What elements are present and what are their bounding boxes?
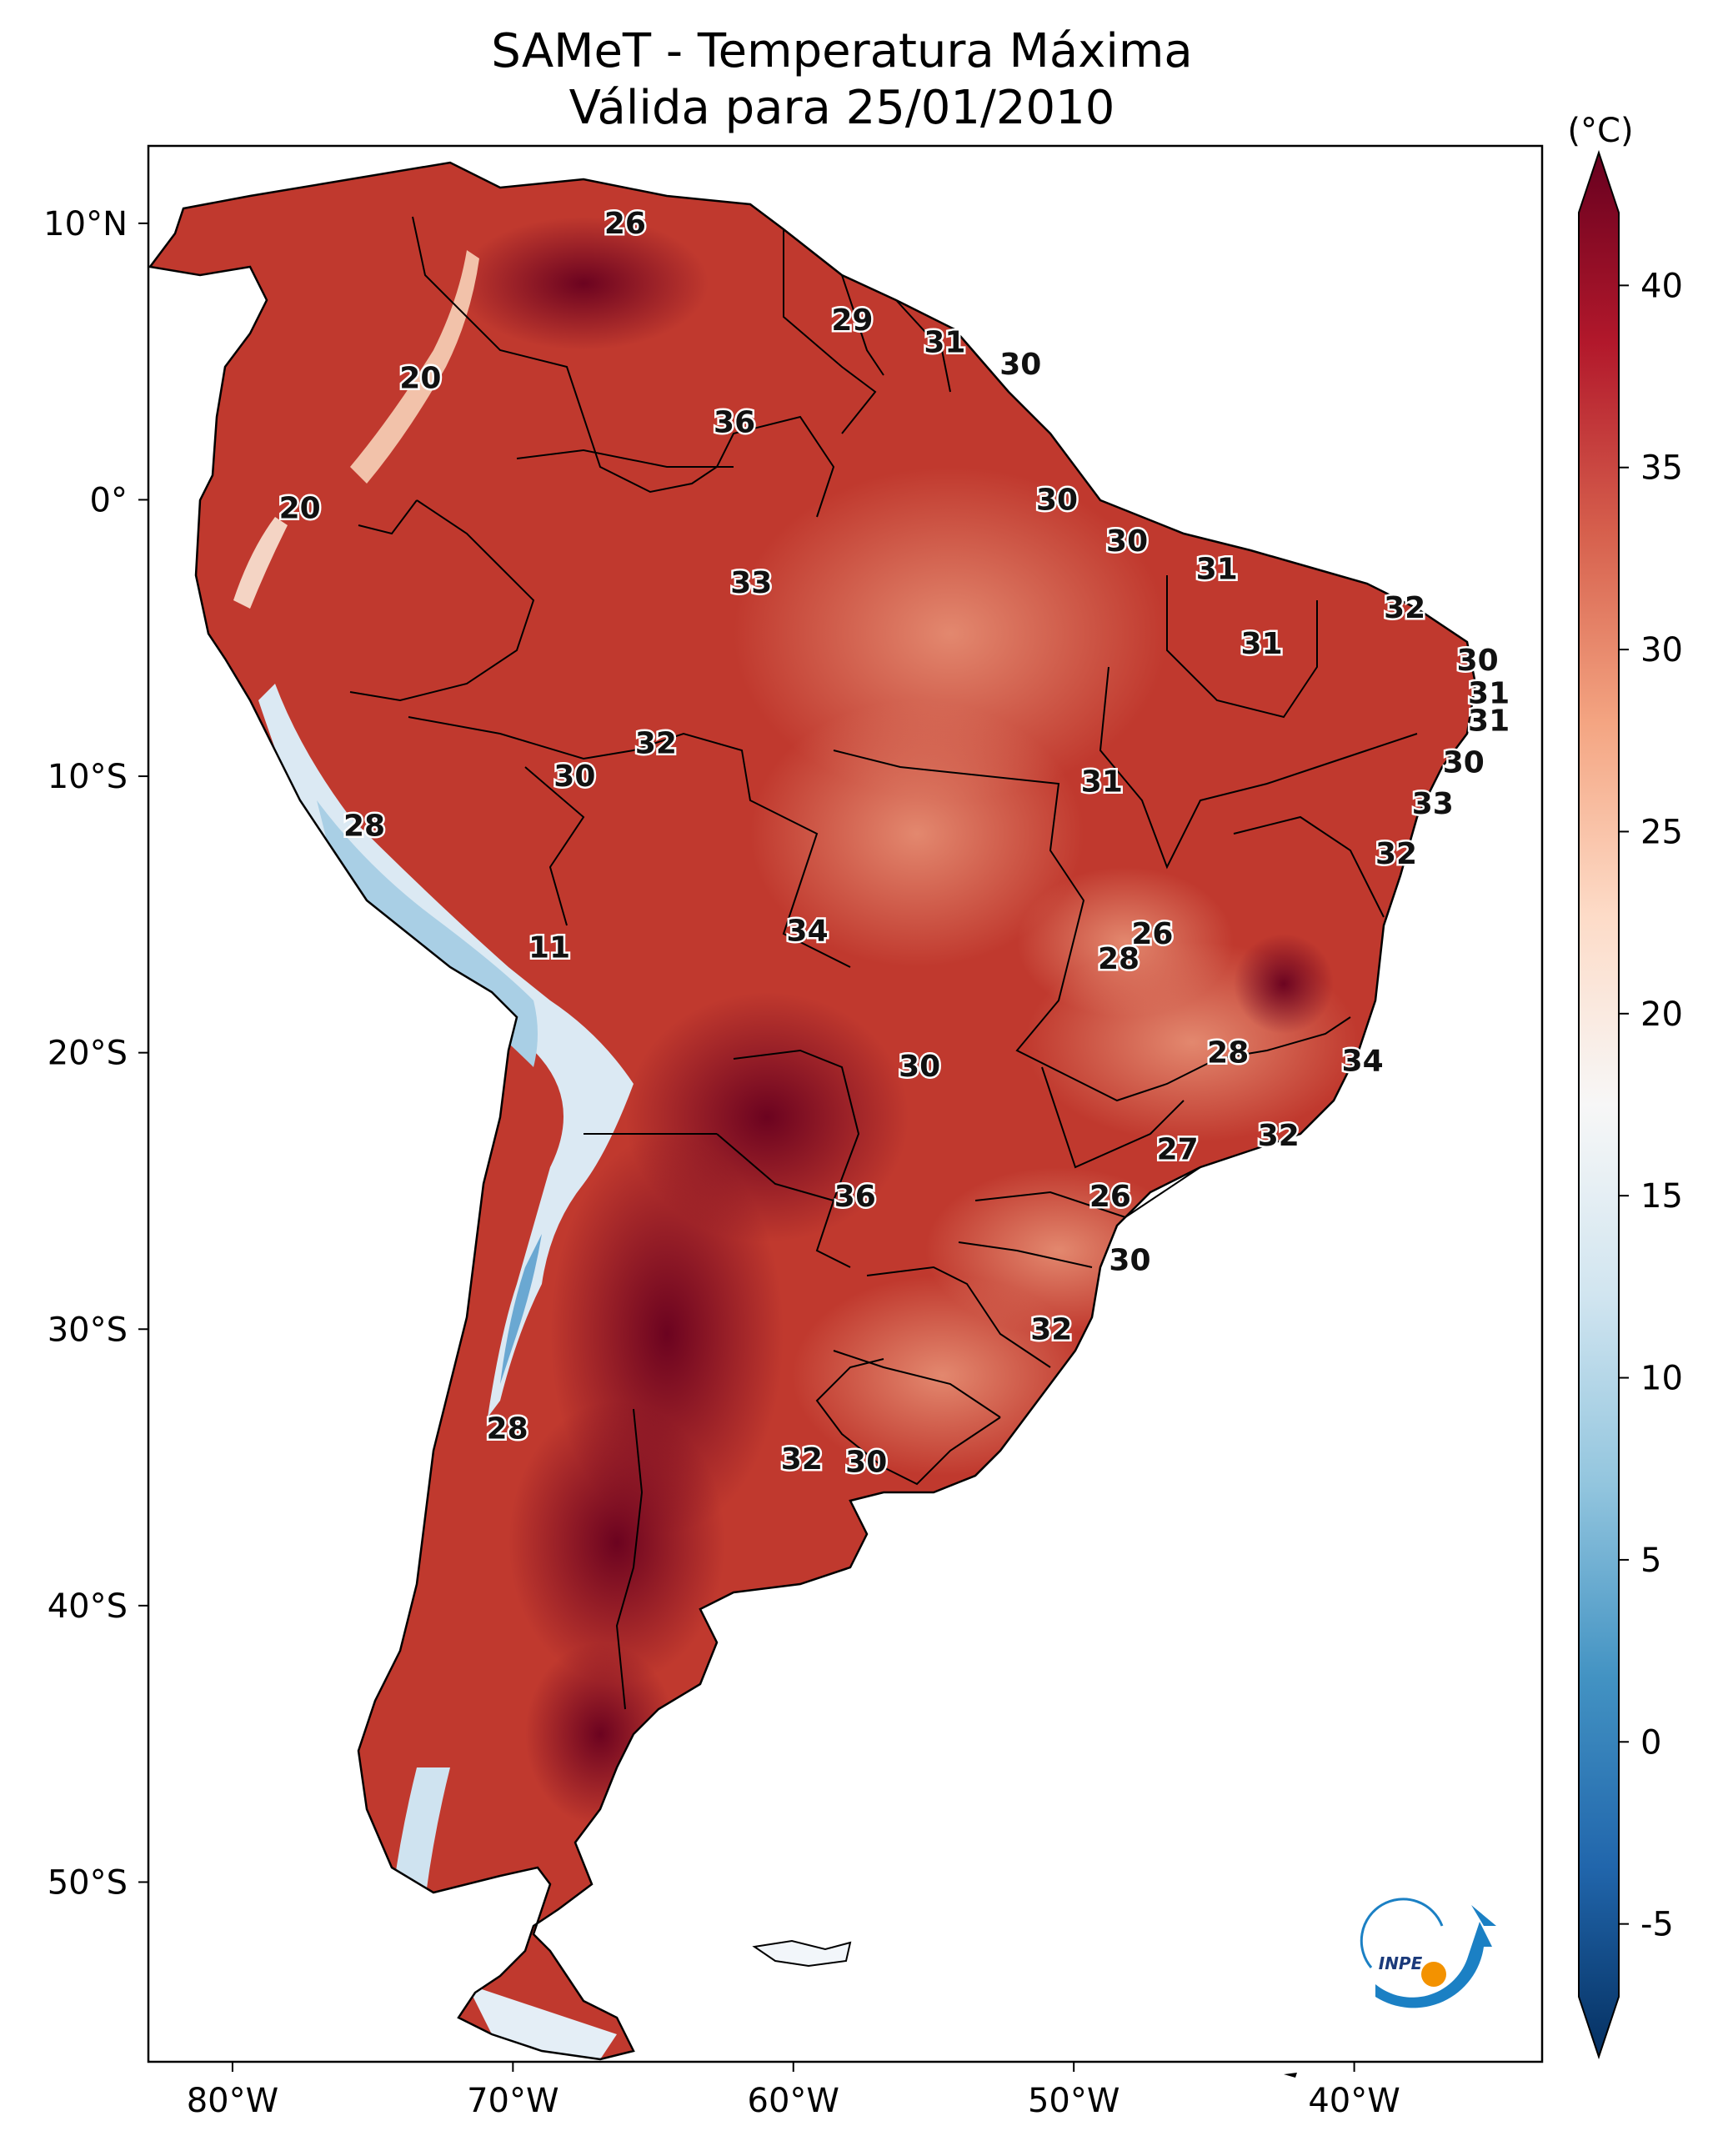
colorbar-tick-label: 35	[1640, 449, 1683, 488]
temperature-label: 32	[1030, 1312, 1072, 1346]
temperature-label: 26	[1089, 1180, 1131, 1214]
x-tick-label: 40°W	[1308, 2082, 1400, 2120]
temperature-label: 28	[1098, 942, 1139, 976]
temperature-label: 30	[845, 1445, 887, 1479]
temperature-label: 31	[1241, 627, 1283, 661]
x-axis-ticks: 80°W 70°W 60°W 50°W 40°W	[187, 2062, 1400, 2120]
temperature-label: 20	[279, 491, 321, 525]
temperature-label: 27	[1157, 1133, 1199, 1167]
temperature-label: 28	[1207, 1036, 1249, 1070]
colorbar-tick-label: 40	[1640, 267, 1683, 305]
south-georgia-dot	[1284, 2073, 1297, 2078]
x-tick-label: 50°W	[1028, 2082, 1119, 2120]
temperature-label: 32	[781, 1442, 823, 1477]
temperature-label: 36	[714, 406, 755, 440]
temperature-label: 30	[899, 1050, 940, 1084]
temperature-label: 30	[1109, 1243, 1150, 1277]
temperature-label: 26	[604, 207, 646, 241]
temperature-label: 31	[924, 325, 965, 359]
inpe-logo: INPE	[1360, 1898, 1496, 2008]
temperature-label: 28	[343, 810, 385, 844]
temperature-label: 31	[1468, 677, 1510, 711]
temperature-label: 36	[834, 1180, 876, 1214]
colorbar-tick-label: 15	[1640, 1177, 1683, 1216]
colorbar-tick-label: 20	[1640, 995, 1683, 1034]
temperature-label: 32	[635, 726, 677, 760]
temperature-label: 26	[1131, 917, 1173, 951]
inpe-logo-dot	[1421, 1962, 1446, 1987]
map-title-line-1: SAMeT - Temperatura Máxima	[491, 24, 1193, 78]
y-tick-label: 10°N	[43, 205, 128, 243]
colorbar-tick-label: 30	[1640, 631, 1683, 669]
temperature-label: 11	[528, 931, 570, 965]
temperature-label: 33	[1412, 787, 1454, 821]
y-axis-ticks: 10°N 0° 10°S 20°S 30°S 40°S 50°S	[43, 205, 148, 1902]
temperature-label: 31	[1468, 704, 1510, 739]
x-tick-label: 70°W	[467, 2082, 558, 2120]
y-tick-label: 30°S	[48, 1311, 128, 1349]
temperature-label: 32	[1375, 837, 1417, 871]
country-borders	[349, 216, 1418, 1710]
inpe-logo-text: INPE	[1379, 1953, 1423, 1973]
temperature-label: 29	[831, 303, 873, 338]
colorbar-body	[1578, 149, 1620, 2060]
temperature-label: 31	[1196, 552, 1238, 586]
temperature-label: 30	[1457, 644, 1499, 678]
colorbar-tick-label: 25	[1640, 813, 1683, 851]
temperature-label: 30	[553, 760, 595, 794]
temperature-label: 28	[487, 1412, 528, 1447]
temperature-label: 30	[1106, 524, 1148, 559]
colorbar-tick-label: 5	[1640, 1542, 1661, 1580]
temperature-label: 30	[999, 348, 1041, 382]
temperature-label: 32	[1258, 1119, 1300, 1153]
y-tick-label: 20°S	[48, 1035, 128, 1073]
map-title-line-2: Válida para 25/01/2010	[569, 81, 1115, 135]
coastline	[148, 161, 1477, 2061]
colorbar-tick-label: -5	[1640, 1906, 1674, 1944]
colorbar-unit: (°C)	[1567, 112, 1633, 150]
falkland-islands	[752, 1939, 852, 1968]
colorbar: (°C) 40 35 30 25 20 15 10 5 0 -5	[1567, 112, 1683, 2060]
colorbar-ticks: 40 35 30 25 20 15 10 5 0 -5	[1619, 267, 1683, 1944]
temperature-label: 34	[1342, 1045, 1384, 1079]
map-frame	[147, 144, 1544, 2063]
x-tick-label: 60°W	[748, 2082, 839, 2120]
x-tick-label: 80°W	[187, 2082, 278, 2120]
y-tick-label: 10°S	[48, 758, 128, 796]
temperature-label: 34	[787, 915, 829, 949]
temperature-label: 30	[1443, 745, 1485, 780]
temperature-label: 30	[1036, 483, 1078, 517]
y-tick-label: 0°	[90, 481, 128, 519]
temperature-label: 32	[1384, 591, 1425, 625]
y-tick-label: 40°S	[48, 1587, 128, 1626]
temperature-label: 31	[1081, 765, 1123, 800]
temperature-label: 33	[730, 566, 772, 600]
temperature-label: 20	[399, 362, 441, 396]
colorbar-tick-label: 0	[1640, 1723, 1661, 1762]
colorbar-tick-label: 10	[1640, 1360, 1683, 1398]
inpe-logo-arc	[1375, 1922, 1492, 2008]
y-tick-label: 50°S	[48, 1863, 128, 1902]
